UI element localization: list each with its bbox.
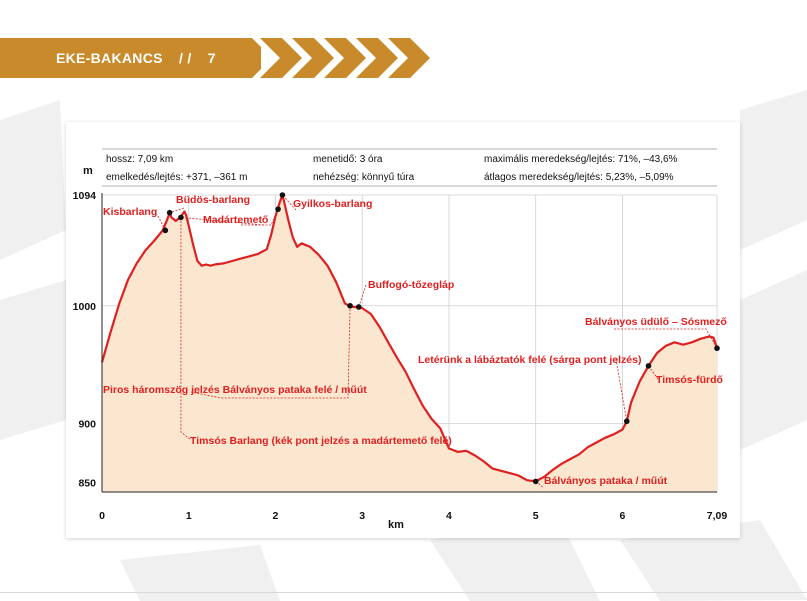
y-tick-label-1: 900: [78, 419, 96, 431]
leader-piros: [190, 305, 351, 399]
x-tick-label-3: 3: [359, 510, 365, 522]
stat-time: menetidő: 3 óra: [313, 154, 383, 165]
header-separator: / /: [178, 50, 192, 66]
waypoint-marker-2: [178, 214, 184, 221]
waypoint-marker-7: [532, 478, 539, 485]
x-tick-label-0: 0: [99, 510, 105, 522]
chart-axes: [101, 193, 717, 493]
label-timsos-barlang: Timsós Barlang (kék pont jelzés a madárt…: [190, 435, 452, 447]
label-leterunk: Letérünk a lábáztatók felé (sárga pont j…: [418, 354, 641, 366]
leader-leterunk: [615, 358, 628, 422]
label-kisbarlang: Kisbarlang: [103, 206, 157, 218]
profile-line: [100, 193, 719, 483]
leader-budos: [169, 207, 185, 214]
waypoint-marker-6: [355, 304, 362, 310]
y-tick-label-0: 850: [78, 478, 96, 490]
waypoint-marker-3: [279, 192, 286, 198]
chart-ticks: 0 1 2 3 4 5 6 7,09 850 900 1000 1094: [73, 190, 728, 522]
label-timsos-furdo: Timsós-fürdő: [656, 374, 723, 386]
profile-area-layer: [100, 193, 719, 492]
label-piros-haromszog: Piros háromszög jelzés Bálványos pataka …: [103, 384, 367, 396]
leader-gyilkos-2: [241, 208, 279, 226]
leader-kisbarlang: [157, 215, 166, 231]
x-tick-label-5: 5: [533, 510, 539, 522]
waypoint-markers: [162, 192, 720, 485]
label-balvanyos-pataka: Bálványos pataka / műút: [544, 475, 668, 487]
stat-max-slope: maximális meredekség/lejtés: 71%, –43,6%: [484, 154, 678, 165]
annotation-leaders: [157, 194, 718, 489]
x-tick-label-7: 7,09: [707, 510, 728, 522]
stat-elevation: emelkedés/lejtés: +371, –361 m: [106, 172, 247, 183]
waypoint-marker-10: [714, 345, 720, 352]
profile-area-fill: [102, 195, 717, 492]
label-buffogo-tozeglap: Buffogó-tőzegláp: [368, 279, 454, 291]
waypoint-marker-5: [347, 302, 353, 309]
page-number: 7: [207, 50, 216, 66]
leader-timsos-barlang: [180, 217, 192, 441]
waypoint-marker-4: [275, 206, 281, 212]
label-budos-barlang: Büdös-barlang: [176, 194, 250, 206]
x-tick-label-2: 2: [273, 510, 279, 522]
y-tick-label-2: 1000: [73, 301, 97, 313]
elevation-profile-card: hossz: 7,09 km emelkedés/lejtés: +371, –…: [66, 122, 740, 538]
header-band: [0, 38, 261, 78]
elevation-chart: hossz: 7,09 km emelkedés/lejtés: +371, –…: [73, 148, 728, 531]
stat-length: hossz: 7,09 km: [106, 154, 173, 165]
label-madartemeto: Madártemető: [203, 214, 268, 226]
x-axis-label: km: [388, 519, 404, 531]
leader-buffogo: [358, 284, 367, 308]
leader-balvanyos-udulo: [614, 328, 718, 349]
stats-header: hossz: 7,09 km emelkedés/lejtés: +371, –…: [106, 154, 678, 183]
label-balvanyos-udulo: Bálványos üdülő – Sósmező: [585, 316, 727, 328]
chevron-arrows-icon: [252, 38, 430, 78]
leader-timsos-furdo: [648, 365, 659, 380]
label-gyilkos-barlang: Gyilkos-barlang: [293, 198, 372, 210]
header-title-row: EKE-BAKANCS / / 7: [56, 50, 216, 66]
x-tick-label-4: 4: [446, 510, 452, 522]
waypoint-marker-1: [166, 209, 173, 216]
x-tick-label-1: 1: [186, 510, 192, 522]
header-title: EKE-BAKANCS: [56, 50, 163, 66]
y-axis-label: m: [83, 165, 93, 177]
waypoint-marker-8: [623, 418, 630, 425]
waypoint-marker-0: [162, 227, 169, 234]
stat-difficulty: nehézség: könnyű túra: [313, 172, 415, 183]
bottom-divider: [0, 592, 807, 593]
x-tick-label-6: 6: [620, 510, 626, 522]
waypoint-marker-9: [645, 363, 652, 369]
y-tick-label-3: 1094: [73, 190, 97, 202]
stat-avg-slope: átlagos meredekség/lejtés: 5,23%, –5,09%: [484, 172, 674, 183]
